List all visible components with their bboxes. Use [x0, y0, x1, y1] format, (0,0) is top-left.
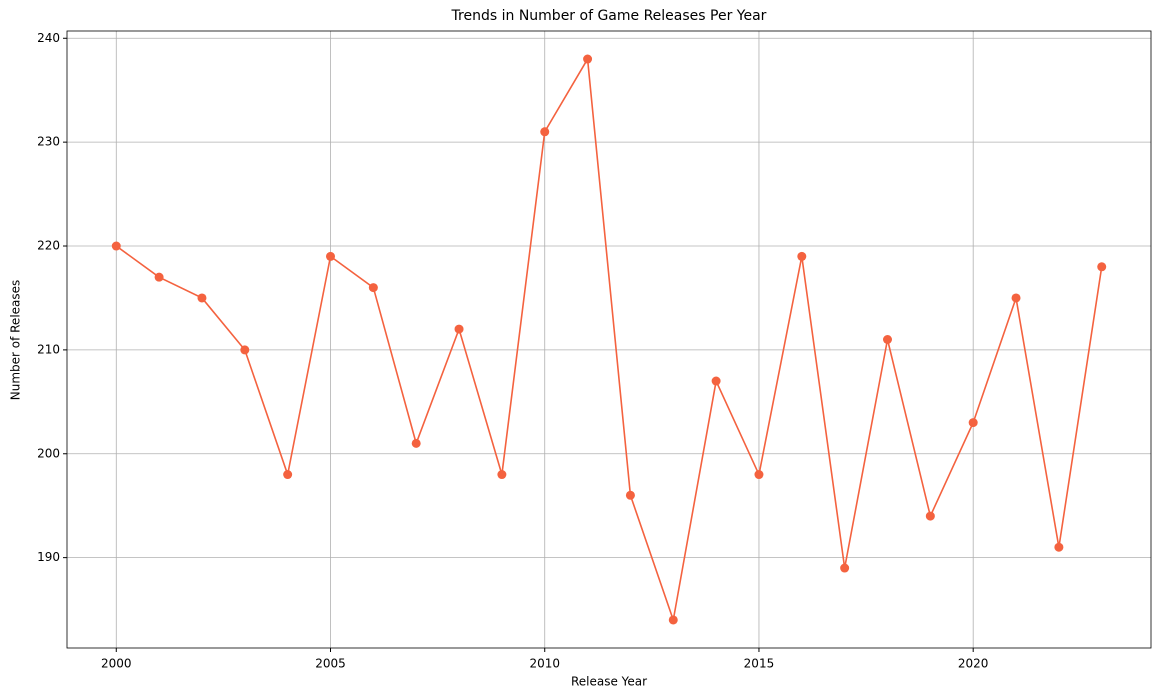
y-tick-label: 200 [37, 446, 60, 460]
data-point [754, 470, 764, 480]
data-point [326, 251, 336, 261]
plot-frame [66, 30, 1152, 649]
data-point [968, 418, 978, 428]
y-tick-label: 230 [37, 135, 60, 149]
data-point [925, 511, 935, 521]
chart-title: Trends in Number of Game Releases Per Ye… [451, 8, 767, 24]
data-point [283, 470, 293, 480]
y-tick-label: 220 [37, 239, 60, 253]
data-point [1011, 293, 1021, 303]
x-tick-label: 2005 [315, 657, 346, 671]
data-point [154, 272, 164, 282]
series-line [115, 56, 1103, 624]
y-tick-label: 210 [37, 342, 60, 356]
data-point [111, 241, 121, 251]
data-point [368, 283, 378, 293]
data-point [411, 438, 421, 448]
x-axis-label: Release Year [571, 675, 647, 689]
data-point [1097, 262, 1107, 272]
x-tick-label: 2015 [744, 657, 775, 671]
data-point [882, 335, 892, 344]
data-point [497, 470, 507, 480]
data-point [668, 615, 678, 625]
data-point [197, 293, 207, 303]
data-point [840, 563, 850, 573]
x-tick-label: 2020 [958, 657, 989, 671]
y-tick-label: 240 [37, 31, 60, 45]
data-point [711, 376, 721, 386]
y-axis-label: Number of Releases [9, 280, 23, 401]
y-tick-label: 190 [37, 550, 60, 564]
data-point [797, 251, 807, 261]
data-point [625, 490, 635, 500]
x-tick-label: 2000 [101, 657, 132, 671]
data-point [583, 54, 593, 64]
data-point [1054, 542, 1064, 552]
x-tick-label: 2010 [529, 657, 560, 671]
data-point [540, 127, 550, 137]
data-point [240, 345, 250, 355]
data-point [454, 324, 464, 334]
